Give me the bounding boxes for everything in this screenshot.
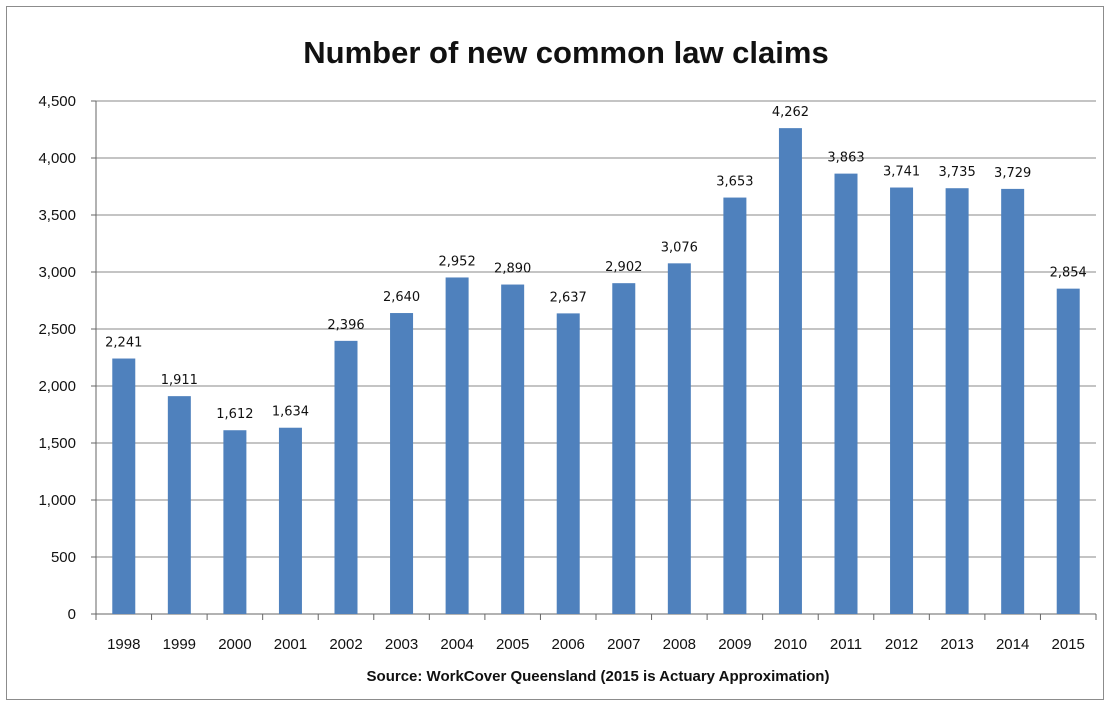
- bar-2003: [390, 313, 414, 614]
- data-label-2014: 3,729: [994, 166, 1031, 181]
- data-label-2010: 4,262: [772, 105, 809, 120]
- bar-2011: [834, 173, 858, 615]
- data-label-2002: 2,396: [327, 318, 364, 333]
- data-label-2006: 2,637: [550, 290, 587, 305]
- x-tick-label-2007: 2007: [607, 636, 640, 653]
- bar-2013: [945, 188, 969, 614]
- x-tick-label-1999: 1999: [163, 636, 196, 653]
- bar-2006: [556, 313, 580, 614]
- x-tick-label-2012: 2012: [885, 636, 918, 653]
- x-tick-label-2001: 2001: [274, 636, 307, 653]
- x-tick-label-2006: 2006: [552, 636, 585, 653]
- y-tick-label: 4,500: [38, 93, 76, 110]
- bar-2007: [612, 283, 636, 614]
- bar-2009: [723, 197, 747, 615]
- bar-2005: [501, 284, 525, 614]
- y-tick-label: 3,000: [38, 264, 76, 281]
- x-tick-label-2000: 2000: [218, 636, 251, 653]
- data-label-2003: 2,640: [383, 290, 420, 305]
- bar-2004: [445, 277, 469, 614]
- x-tick-label-2011: 2011: [830, 636, 862, 653]
- chart-title: Number of new common law claims: [303, 35, 828, 70]
- data-label-1998: 2,241: [105, 336, 142, 351]
- x-tick-label-2014: 2014: [996, 636, 1029, 653]
- bar-2014: [1001, 188, 1025, 615]
- bar-1998: [112, 358, 136, 614]
- data-label-2009: 3,653: [716, 175, 753, 190]
- bar-2010: [778, 128, 802, 614]
- x-tick-label-1998: 1998: [107, 636, 140, 653]
- data-label-2004: 2,952: [439, 254, 476, 269]
- bar-2001: [278, 427, 302, 614]
- x-tick-label-2013: 2013: [940, 636, 973, 653]
- y-tick-label: 2,500: [38, 321, 76, 338]
- data-labels: 2,241 1,911 1,612 1,634 2,396 2,640 2,952 2,890…: [105, 105, 1087, 422]
- bar-1999: [167, 396, 191, 614]
- bar-2015: [1056, 288, 1080, 614]
- x-axis-ticks: 1998 1999 2000 2001 2002 2003 2004 2005 2006 2007…: [95, 614, 1097, 653]
- x-tick-label-2004: 2004: [440, 636, 473, 653]
- data-label-2011: 3,863: [827, 151, 864, 166]
- y-tick-label: 0: [68, 606, 76, 623]
- data-label-2005: 2,890: [494, 262, 531, 277]
- y-axis-ticks: 0 500 1,000 1,500 2,000 2,500 3,000 3,500 4,000 4…: [38, 93, 76, 623]
- data-label-2015: 2,854: [1050, 266, 1087, 281]
- data-label-2007: 2,902: [605, 260, 642, 275]
- data-label-2012: 3,741: [883, 165, 920, 180]
- data-label-2000: 1,612: [216, 407, 253, 422]
- data-label-2001: 1,634: [272, 405, 309, 420]
- bar-2002: [334, 340, 358, 614]
- bar-2000: [223, 430, 247, 614]
- y-tick-label: 2,000: [38, 378, 76, 395]
- y-tick-label: 500: [51, 549, 76, 566]
- data-label-2008: 3,076: [661, 240, 698, 255]
- x-tick-label-2009: 2009: [718, 636, 751, 653]
- y-tick-label: 4,000: [38, 150, 76, 167]
- y-tick-label: 3,500: [38, 207, 76, 224]
- x-tick-label-2003: 2003: [385, 636, 418, 653]
- x-tick-label-2015: 2015: [1052, 636, 1085, 653]
- bars: [112, 128, 1080, 615]
- x-tick-label-2008: 2008: [663, 636, 696, 653]
- data-label-1999: 1,911: [161, 373, 198, 388]
- y-tick-label: 1,000: [38, 492, 76, 509]
- bar-2012: [890, 187, 914, 614]
- x-tick-label-2002: 2002: [329, 636, 362, 653]
- x-tick-label-2005: 2005: [496, 636, 529, 653]
- data-label-2013: 3,735: [939, 165, 976, 180]
- bar-2008: [667, 263, 691, 614]
- x-axis-label: Source: WorkCover Queensland (2015 is Ac…: [367, 668, 830, 685]
- x-tick-label-2010: 2010: [774, 636, 807, 653]
- y-tick-label: 1,500: [38, 435, 76, 452]
